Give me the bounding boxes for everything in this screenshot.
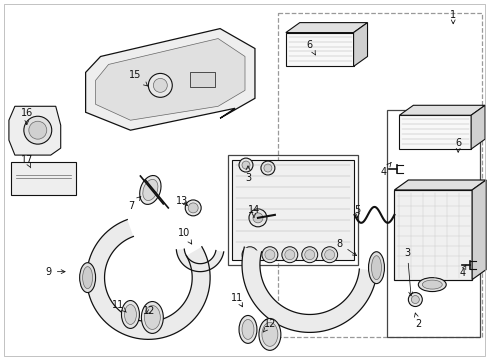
- Ellipse shape: [29, 121, 47, 139]
- Ellipse shape: [140, 176, 161, 204]
- Circle shape: [324, 250, 334, 260]
- Polygon shape: [394, 180, 485, 190]
- Text: 6: 6: [306, 40, 315, 55]
- Polygon shape: [232, 160, 353, 260]
- Circle shape: [281, 247, 297, 263]
- Text: 8: 8: [336, 239, 356, 256]
- Circle shape: [244, 250, 254, 260]
- Text: 3: 3: [244, 166, 250, 183]
- Ellipse shape: [142, 179, 158, 201]
- Polygon shape: [471, 180, 485, 280]
- Circle shape: [264, 250, 274, 260]
- Text: 4: 4: [380, 162, 390, 177]
- Polygon shape: [242, 247, 376, 332]
- Text: 5: 5: [354, 205, 360, 218]
- Ellipse shape: [422, 280, 441, 289]
- Text: 2: 2: [413, 313, 421, 329]
- Circle shape: [188, 203, 198, 213]
- Circle shape: [304, 250, 314, 260]
- Polygon shape: [9, 106, 61, 155]
- Polygon shape: [399, 115, 470, 149]
- Polygon shape: [86, 220, 210, 339]
- Polygon shape: [95, 39, 244, 120]
- Ellipse shape: [371, 256, 381, 280]
- Circle shape: [153, 78, 167, 92]
- Polygon shape: [399, 105, 484, 115]
- Ellipse shape: [141, 302, 163, 333]
- Circle shape: [264, 164, 271, 172]
- Text: 17: 17: [20, 155, 33, 168]
- Polygon shape: [85, 28, 254, 130]
- Circle shape: [148, 73, 172, 97]
- Text: 6: 6: [454, 138, 460, 152]
- Text: 15: 15: [129, 71, 147, 86]
- Circle shape: [185, 200, 201, 216]
- Text: 11: 11: [230, 293, 243, 307]
- Polygon shape: [353, 23, 367, 67]
- Ellipse shape: [262, 323, 277, 346]
- Polygon shape: [394, 190, 471, 280]
- Circle shape: [321, 247, 337, 263]
- Text: 14: 14: [247, 205, 260, 218]
- Text: 12: 12: [263, 319, 276, 332]
- Text: 3: 3: [404, 248, 412, 296]
- Text: 1: 1: [449, 10, 455, 24]
- Circle shape: [301, 247, 317, 263]
- Ellipse shape: [368, 252, 384, 284]
- Circle shape: [239, 158, 252, 172]
- Text: 12: 12: [143, 306, 155, 316]
- Text: 10: 10: [178, 228, 191, 244]
- Ellipse shape: [144, 306, 160, 329]
- Text: 4: 4: [458, 265, 465, 278]
- Ellipse shape: [82, 267, 92, 289]
- Ellipse shape: [121, 301, 139, 328]
- Circle shape: [248, 209, 266, 227]
- Ellipse shape: [124, 305, 136, 324]
- Circle shape: [261, 161, 274, 175]
- Text: 13: 13: [176, 196, 188, 206]
- Bar: [190, 72, 215, 87]
- Ellipse shape: [259, 319, 280, 350]
- Text: 7: 7: [128, 197, 141, 211]
- Polygon shape: [285, 23, 367, 32]
- Circle shape: [242, 161, 249, 169]
- Circle shape: [252, 213, 263, 223]
- Ellipse shape: [417, 278, 446, 292]
- Polygon shape: [285, 32, 353, 67]
- Circle shape: [407, 293, 422, 306]
- Polygon shape: [176, 249, 223, 272]
- Polygon shape: [470, 105, 484, 149]
- Text: 16: 16: [20, 108, 33, 125]
- Ellipse shape: [24, 116, 52, 144]
- Ellipse shape: [80, 263, 95, 293]
- Polygon shape: [11, 162, 76, 195]
- Text: 11: 11: [112, 300, 126, 312]
- Circle shape: [262, 247, 277, 263]
- Text: 9: 9: [45, 267, 65, 276]
- Circle shape: [285, 250, 294, 260]
- Circle shape: [242, 247, 258, 263]
- Circle shape: [410, 296, 419, 303]
- Ellipse shape: [242, 319, 253, 339]
- Ellipse shape: [239, 315, 256, 343]
